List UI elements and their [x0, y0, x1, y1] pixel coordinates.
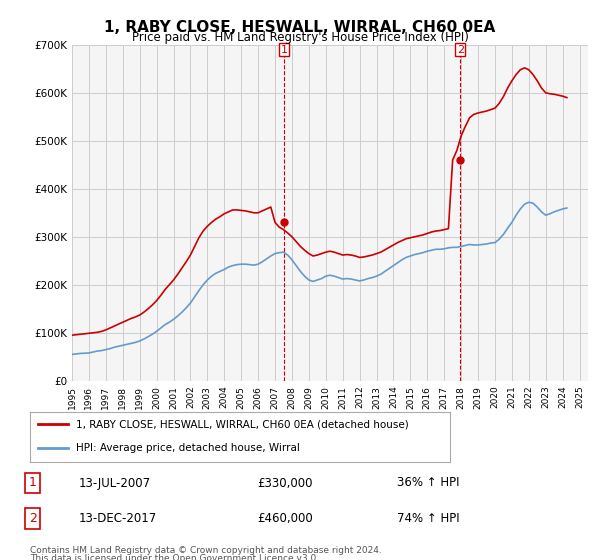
Text: 2: 2	[29, 512, 37, 525]
Text: 1, RABY CLOSE, HESWALL, WIRRAL, CH60 0EA: 1, RABY CLOSE, HESWALL, WIRRAL, CH60 0EA	[104, 20, 496, 35]
Text: 13-DEC-2017: 13-DEC-2017	[79, 512, 157, 525]
Text: 1: 1	[280, 45, 287, 55]
Text: £330,000: £330,000	[257, 477, 312, 489]
Text: £460,000: £460,000	[257, 512, 313, 525]
Text: HPI: Average price, detached house, Wirral: HPI: Average price, detached house, Wirr…	[76, 443, 300, 453]
Text: 1, RABY CLOSE, HESWALL, WIRRAL, CH60 0EA (detached house): 1, RABY CLOSE, HESWALL, WIRRAL, CH60 0EA…	[76, 419, 409, 429]
Text: This data is licensed under the Open Government Licence v3.0.: This data is licensed under the Open Gov…	[30, 554, 319, 560]
Text: Contains HM Land Registry data © Crown copyright and database right 2024.: Contains HM Land Registry data © Crown c…	[30, 546, 382, 555]
Text: 2: 2	[457, 45, 464, 55]
Text: 13-JUL-2007: 13-JUL-2007	[79, 477, 151, 489]
Text: 1: 1	[29, 477, 37, 489]
Text: Price paid vs. HM Land Registry's House Price Index (HPI): Price paid vs. HM Land Registry's House …	[131, 31, 469, 44]
Text: 36% ↑ HPI: 36% ↑ HPI	[397, 477, 460, 489]
Text: 74% ↑ HPI: 74% ↑ HPI	[397, 512, 460, 525]
